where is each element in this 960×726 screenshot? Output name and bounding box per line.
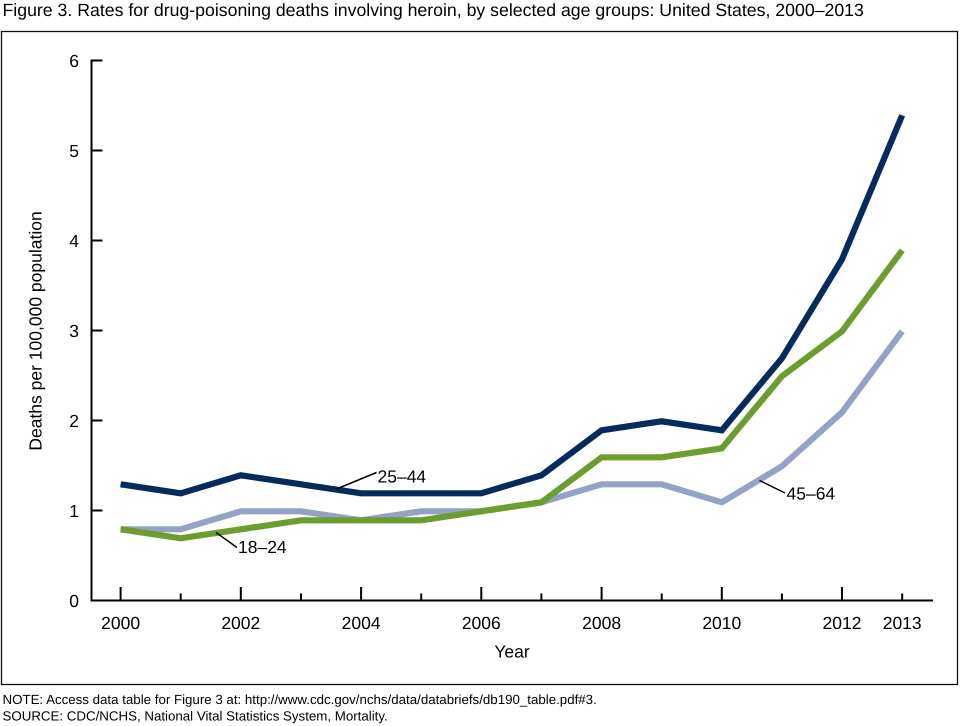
svg-text:6: 6 [69,51,79,71]
svg-text:18–24: 18–24 [238,537,287,557]
svg-text:0: 0 [69,591,79,611]
svg-text:2012: 2012 [823,613,862,633]
svg-text:5: 5 [69,141,79,161]
svg-text:NOTE: Access data table for Fi: NOTE: Access data table for Figure 3 at:… [3,692,597,707]
svg-text:2002: 2002 [221,613,260,633]
svg-text:Year: Year [494,642,530,662]
svg-text:SOURCE: CDC/NCHS, National Vit: SOURCE: CDC/NCHS, National Vital Statist… [3,709,388,724]
svg-text:4: 4 [69,231,79,251]
svg-text:2000: 2000 [101,613,140,633]
svg-text:25–44: 25–44 [378,467,427,487]
svg-text:45–64: 45–64 [787,484,836,504]
svg-text:Figure 3. Rates for drug-poiso: Figure 3. Rates for drug-poisoning death… [3,0,865,20]
svg-text:3: 3 [69,321,79,341]
svg-text:2006: 2006 [462,613,501,633]
svg-text:2008: 2008 [582,613,621,633]
svg-text:2: 2 [69,411,79,431]
svg-text:2010: 2010 [702,613,741,633]
svg-text:2004: 2004 [342,613,381,633]
svg-text:Deaths per 100,000 population: Deaths per 100,000 population [26,211,46,450]
svg-text:1: 1 [69,501,79,521]
svg-text:2013: 2013 [883,613,922,633]
